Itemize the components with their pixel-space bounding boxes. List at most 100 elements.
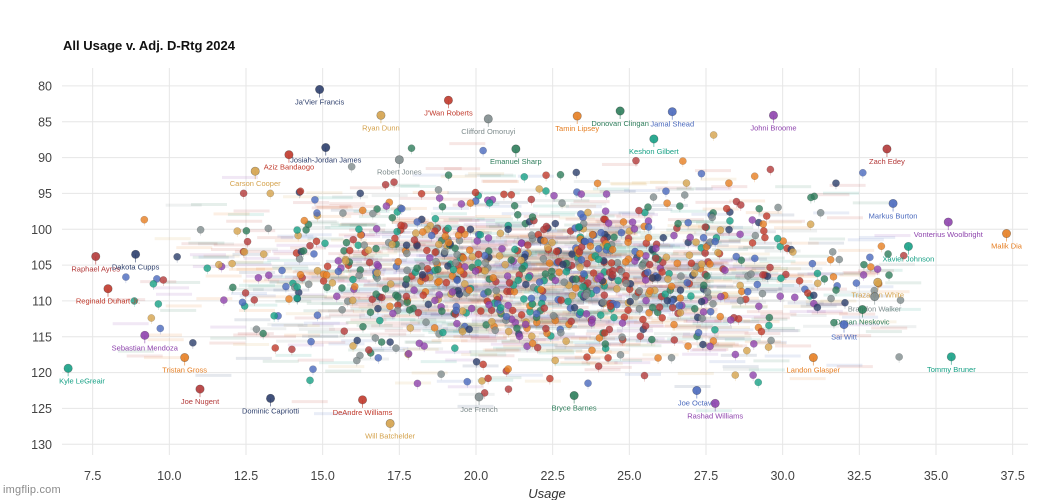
label-smudge <box>871 326 908 330</box>
label-smudge <box>642 289 679 293</box>
data-point <box>180 353 190 363</box>
label-smudge <box>383 313 420 317</box>
label-smudge <box>628 337 665 341</box>
data-point <box>352 356 361 365</box>
label-smudge <box>532 236 569 240</box>
data-point <box>866 263 875 271</box>
data-point <box>809 291 818 300</box>
label-smudge <box>435 335 472 339</box>
data-point <box>551 356 560 365</box>
label-smudge <box>865 330 902 334</box>
label-smudge <box>708 336 745 340</box>
data-point <box>644 223 653 231</box>
data-point <box>548 238 556 247</box>
label-smudge <box>640 233 677 237</box>
label-smudge <box>551 355 588 359</box>
data-point <box>576 263 584 272</box>
label-smudge <box>262 359 299 363</box>
label-smudge <box>738 246 775 250</box>
label-smudge <box>640 284 677 288</box>
data-point <box>587 319 596 327</box>
label-smudge <box>626 284 663 288</box>
data-point <box>776 292 785 301</box>
data-point <box>675 301 684 310</box>
label-smudge <box>452 273 489 277</box>
label-smudge <box>359 313 396 317</box>
label-smudge <box>461 333 498 337</box>
label-smudge <box>210 325 247 329</box>
data-point <box>328 279 337 287</box>
point-label: Brandon Walker <box>848 305 902 314</box>
data-point <box>664 275 672 283</box>
label-smudge <box>456 287 493 291</box>
label-smudge <box>264 277 301 281</box>
label-smudge <box>546 312 583 316</box>
label-smudge <box>221 175 258 179</box>
labeled-point: Tristan Gross <box>162 353 207 375</box>
data-point <box>686 233 695 242</box>
data-point <box>394 257 403 266</box>
data-point <box>403 249 411 258</box>
data-point <box>444 262 452 270</box>
data-point <box>349 342 357 350</box>
label-smudge <box>227 213 264 217</box>
label-smudge <box>658 285 695 289</box>
data-point <box>390 178 398 186</box>
data-point <box>442 278 451 287</box>
data-point <box>299 247 308 255</box>
label-smudge <box>362 242 399 246</box>
data-point <box>478 377 486 385</box>
label-smudge <box>569 249 606 253</box>
label-smudge <box>315 204 352 208</box>
data-point <box>309 365 317 374</box>
data-point <box>353 336 362 345</box>
label-smudge <box>601 162 638 166</box>
label-smudge <box>538 351 575 355</box>
label-smudge <box>509 338 546 342</box>
data-point <box>296 270 305 279</box>
label-smudge <box>609 181 646 185</box>
data-point <box>768 110 778 120</box>
data-point <box>552 247 561 256</box>
label-smudge <box>419 312 456 316</box>
label-smudge <box>839 290 876 294</box>
data-point <box>543 243 552 252</box>
label-smudge <box>306 301 343 305</box>
data-point <box>642 296 650 305</box>
label-smudge <box>553 314 590 318</box>
data-point <box>374 304 382 313</box>
label-smudge <box>309 340 346 344</box>
label-smudge <box>485 303 522 307</box>
label-smudge <box>710 272 747 276</box>
label-smudge <box>635 294 672 298</box>
label-smudge <box>506 373 543 377</box>
label-smudge <box>195 373 232 377</box>
label-smudge <box>484 301 521 305</box>
label-smudge <box>256 267 293 271</box>
label-smudge <box>520 268 557 272</box>
data-point <box>759 227 768 235</box>
data-point <box>896 296 905 305</box>
label-smudge <box>477 173 514 177</box>
data-point <box>441 232 450 241</box>
data-point <box>474 250 483 259</box>
label-smudge <box>599 189 636 193</box>
data-point <box>266 393 276 403</box>
label-smudge <box>156 292 193 296</box>
label-smudge <box>823 293 860 297</box>
data-point <box>670 320 678 329</box>
label-smudge <box>673 285 710 289</box>
labeled-point: Emanuel Sharp <box>490 144 542 166</box>
label-smudge <box>703 239 740 243</box>
data-point <box>450 344 459 353</box>
label-smudge <box>574 194 611 198</box>
label-smudge <box>625 309 662 313</box>
label-smudge <box>525 268 562 272</box>
label-smudge <box>516 307 553 311</box>
data-point <box>406 324 415 332</box>
data-point <box>687 259 696 268</box>
label-smudge <box>248 284 285 288</box>
label-smudge <box>260 335 297 339</box>
label-smudge <box>463 228 500 232</box>
data-point <box>392 344 400 352</box>
